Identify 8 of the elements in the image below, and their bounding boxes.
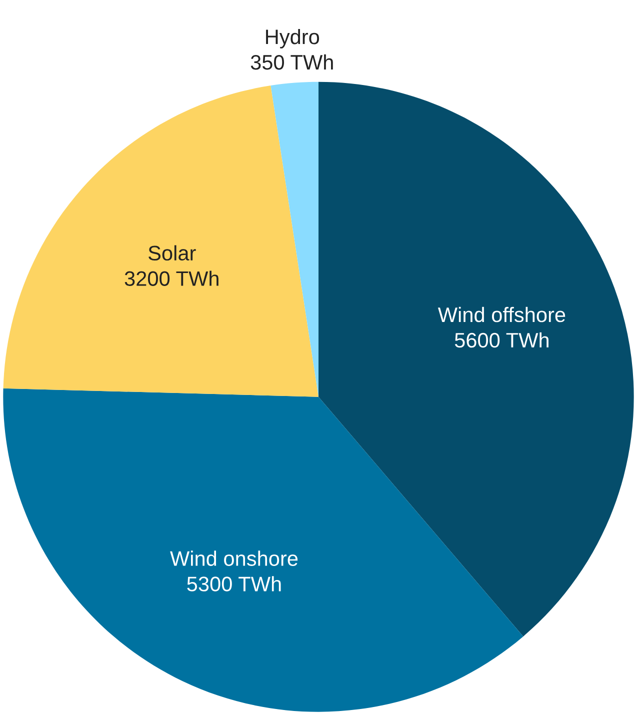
- data-label: 3200 TWh: [124, 270, 218, 286]
- slice-label: Wind offshore: [438, 306, 566, 322]
- data-label: 350 TWh: [250, 54, 333, 70]
- slice-label: Hydro: [266, 28, 320, 48]
- data-label: 5300 TWh: [187, 576, 281, 592]
- slice-label: Wind onshore: [170, 550, 298, 566]
- data-label: 5600 TWh: [454, 332, 548, 348]
- slice-label: Solar: [148, 245, 196, 261]
